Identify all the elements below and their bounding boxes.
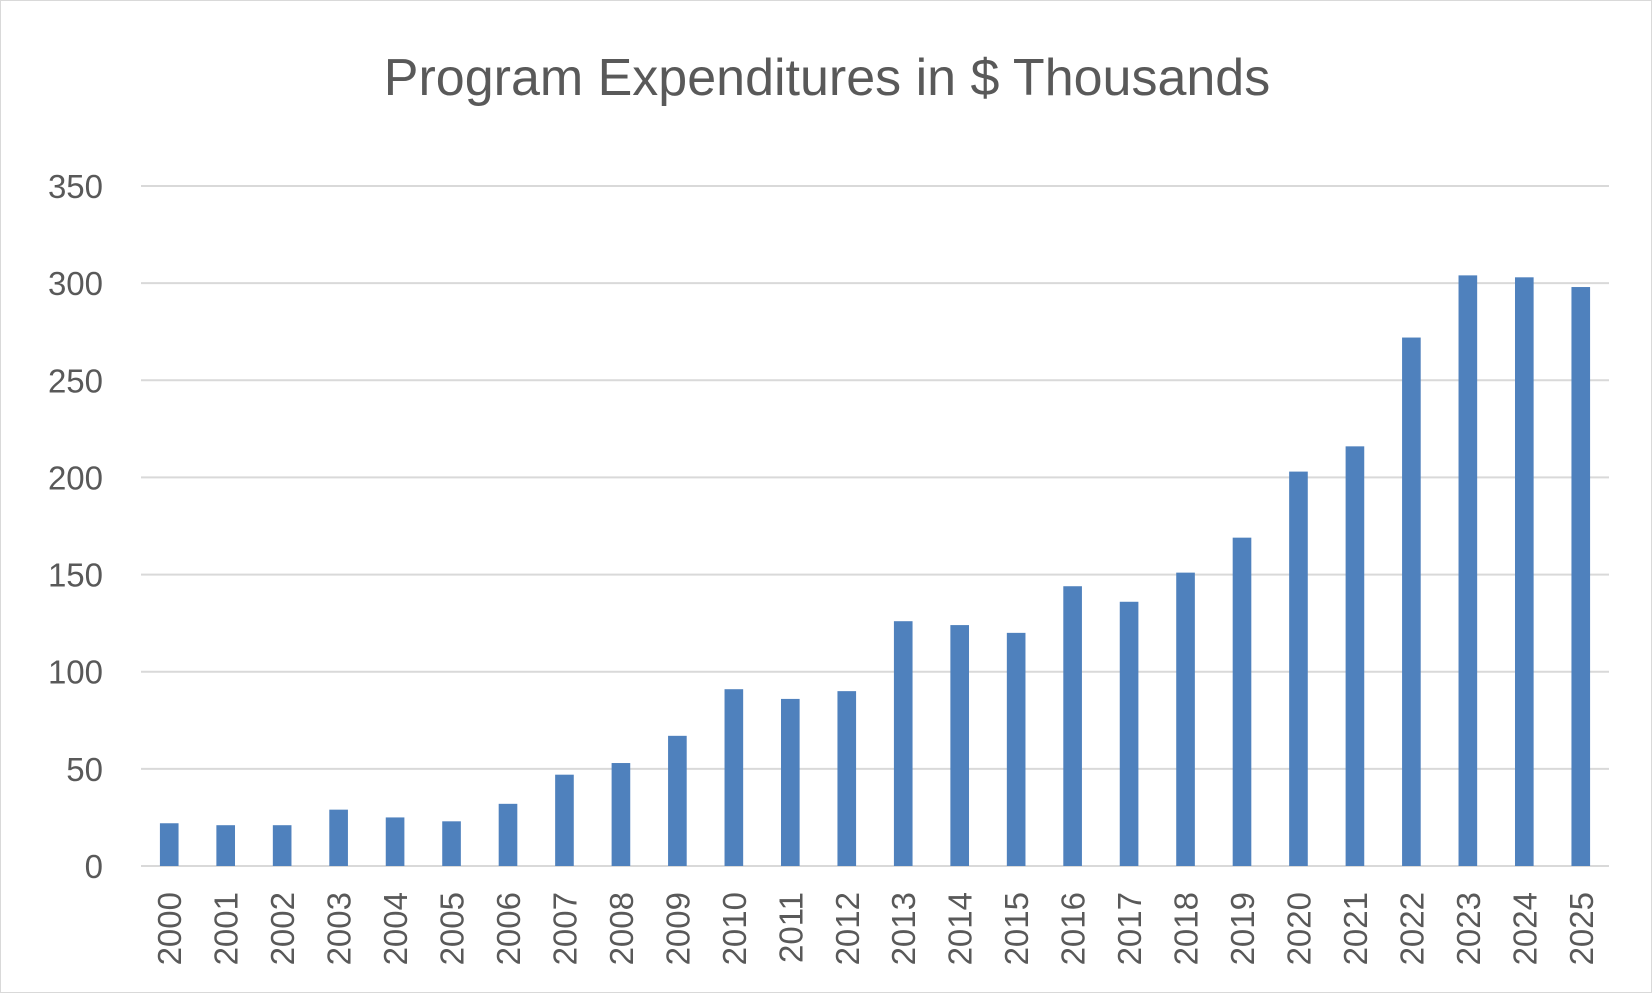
bar-2010 xyxy=(724,689,744,866)
bar-2004 xyxy=(385,817,405,866)
bar-2013 xyxy=(893,621,913,866)
x-tick-label: 2025 xyxy=(1563,892,1600,965)
x-axis-ticks: 2000 2001 2002 2003 2004 2005 2006 2007 2008 2009… xyxy=(151,892,1600,965)
bar-2011 xyxy=(780,698,800,866)
bar-2001 xyxy=(216,825,236,866)
y-axis-ticks: 0 50 100 150 200 250 300 350 xyxy=(48,168,103,885)
x-tick-label: 2020 xyxy=(1280,892,1317,965)
bar-2024 xyxy=(1514,277,1534,866)
bar-2008 xyxy=(611,763,631,866)
bar-2020 xyxy=(1289,471,1308,866)
x-tick-label: 2011 xyxy=(772,892,809,963)
y-tick-label: 100 xyxy=(48,654,103,691)
bars xyxy=(159,275,1591,866)
x-tick-label: 2000 xyxy=(151,892,188,965)
x-tick-label: 2017 xyxy=(1111,892,1148,965)
bar-2012 xyxy=(837,691,857,866)
chart-title: Program Expenditures in $ Thousands xyxy=(384,49,1270,107)
bar-2009 xyxy=(668,735,687,866)
bar-2023 xyxy=(1458,275,1478,866)
bar-2006 xyxy=(498,803,518,866)
x-tick-label: 2022 xyxy=(1393,892,1430,965)
bar-2003 xyxy=(329,809,348,866)
x-tick-label: 2021 xyxy=(1337,892,1374,965)
y-tick-label: 350 xyxy=(48,168,103,205)
bar-2017 xyxy=(1119,601,1139,866)
x-tick-label: 2010 xyxy=(716,892,753,965)
bar-2014 xyxy=(950,625,970,866)
x-tick-label: 2006 xyxy=(490,892,527,965)
x-tick-label: 2009 xyxy=(659,892,696,965)
x-tick-label: 2004 xyxy=(377,892,414,965)
x-tick-label: 2013 xyxy=(885,892,922,965)
bar-2016 xyxy=(1063,586,1082,866)
bar-2002 xyxy=(272,825,292,866)
x-tick-label: 2023 xyxy=(1450,892,1487,965)
bar-2019 xyxy=(1232,537,1252,866)
y-tick-label: 300 xyxy=(48,265,103,302)
bar-2015 xyxy=(1006,632,1026,866)
bar-2022 xyxy=(1402,337,1421,866)
x-tick-label: 2007 xyxy=(546,892,583,965)
bar-2000 xyxy=(159,823,179,866)
x-tick-label: 2003 xyxy=(321,892,358,965)
y-tick-label: 250 xyxy=(48,362,103,399)
gridlines xyxy=(141,185,1609,867)
bar-2005 xyxy=(442,821,461,866)
x-tick-label: 2024 xyxy=(1506,892,1543,965)
bar-2018 xyxy=(1176,572,1195,866)
bar-2021 xyxy=(1345,446,1365,866)
x-tick-label: 2018 xyxy=(1168,892,1205,965)
y-tick-label: 200 xyxy=(48,459,103,496)
y-tick-label: 0 xyxy=(85,848,103,885)
x-tick-label: 2005 xyxy=(434,892,471,965)
x-tick-label: 2012 xyxy=(829,892,866,965)
x-tick-label: 2019 xyxy=(1224,892,1261,965)
x-tick-label: 2008 xyxy=(603,892,640,965)
x-tick-label: 2016 xyxy=(1055,892,1092,965)
x-tick-label: 2015 xyxy=(998,892,1035,965)
bar-2025 xyxy=(1571,287,1591,866)
x-tick-label: 2002 xyxy=(264,892,301,965)
x-tick-label: 2001 xyxy=(208,892,245,965)
y-tick-label: 50 xyxy=(66,751,103,788)
y-tick-label: 150 xyxy=(48,557,103,594)
x-tick-label: 2014 xyxy=(942,892,979,965)
bar-2007 xyxy=(555,774,574,866)
